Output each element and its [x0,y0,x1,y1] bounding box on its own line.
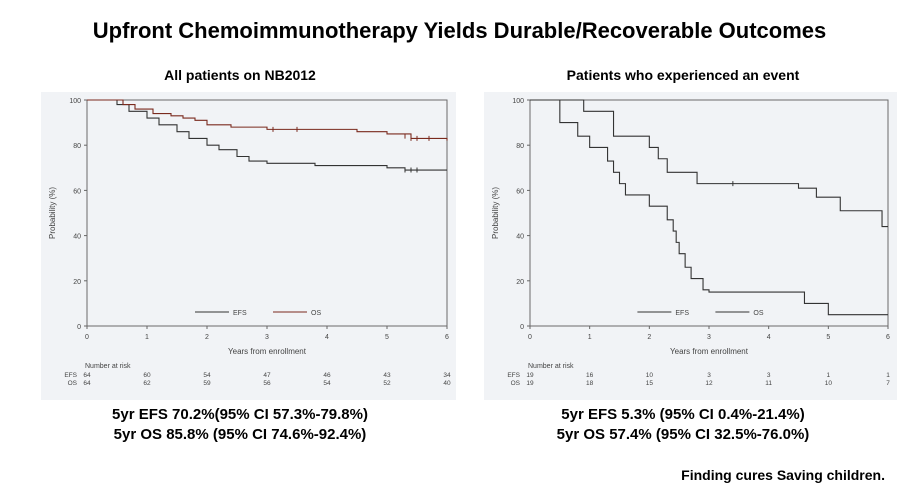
x-tick-label: 2 [205,334,209,341]
chart-title-left: All patients on NB2012 [164,67,316,83]
legend-label-efs: EFS [233,310,247,317]
risk-value: 11 [765,380,772,387]
y-tick-label: 40 [516,234,524,241]
series-line-efs [87,99,447,171]
risk-value: 54 [203,372,211,379]
y-axis-label: Probability (%) [48,187,57,239]
risk-row-label: OS [511,380,521,387]
x-tick-label: 0 [528,334,532,341]
risk-row-label: EFS [507,372,520,379]
risk-value: 19 [526,372,534,379]
x-tick-label: 5 [385,334,389,341]
risk-value: 12 [705,380,713,387]
chart-background [484,92,897,400]
risk-table-header: Number at risk [85,363,131,370]
risk-value: 59 [203,380,211,387]
series-line-efs [530,99,888,316]
x-tick-label: 0 [85,334,89,341]
chart-title-right: Patients who experienced an event [566,67,800,83]
x-tick-label: 6 [445,334,449,341]
x-tick-label: 2 [647,334,651,341]
risk-value: 3 [707,372,711,379]
y-tick-label: 100 [512,98,524,105]
summary-os-left: 5yr OS 85.8% (95% CI 74.6%-92.4%) [113,426,367,443]
y-tick-label: 60 [516,188,524,195]
x-tick-label: 6 [886,334,890,341]
x-tick-label: 4 [325,334,329,341]
y-tick-label: 20 [73,279,81,286]
y-axis-label: Probability (%) [491,187,500,239]
y-tick-label: 100 [69,98,81,105]
y-tick-label: 20 [516,279,524,286]
x-tick-label: 1 [145,334,149,341]
legend-label-efs: EFS [675,310,689,317]
risk-value: 54 [323,380,331,387]
series-line-os [530,99,888,228]
summary-efs-left: 5yr EFS 70.2%(95% CI 57.3%-79.8%) [112,406,368,423]
risk-value: 19 [526,380,534,387]
risk-value: 10 [825,380,833,387]
risk-value: 18 [586,380,594,387]
chart-background [41,92,456,400]
summary-os-right: 5yr OS 57.4% (95% CI 32.5%-76.0%) [556,426,810,443]
legend-label-os: OS [753,310,763,317]
risk-value: 62 [143,380,151,387]
risk-value: 3 [767,372,771,379]
risk-row-label: OS [68,380,78,387]
risk-value: 46 [323,372,331,379]
risk-row-label: EFS [64,372,77,379]
summary-left: 5yr EFS 70.2%(95% CI 57.3%-79.8%) 5yr OS… [40,405,440,445]
x-tick-label: 4 [767,334,771,341]
y-tick-label: 80 [73,143,81,150]
slide-title: Upfront Chemoimmunotherapy Yields Durabl… [92,18,827,43]
risk-value: 1 [886,372,890,379]
risk-value: 10 [646,372,654,379]
y-tick-label: 40 [73,234,81,241]
y-tick-label: 0 [520,324,524,331]
risk-value: 1 [827,372,831,379]
risk-value: 60 [143,372,151,379]
x-tick-label: 3 [265,334,269,341]
risk-value: 64 [83,372,91,379]
risk-value: 34 [443,372,451,379]
x-axis-label: Years from enrollment [228,347,307,356]
risk-value: 16 [586,372,594,379]
risk-value: 7 [886,380,890,387]
y-tick-label: 0 [77,324,81,331]
x-tick-label: 5 [826,334,830,341]
risk-value: 40 [443,380,451,387]
x-tick-label: 3 [707,334,711,341]
risk-value: 64 [83,380,91,387]
x-tick-label: 1 [588,334,592,341]
y-tick-label: 80 [516,143,524,150]
risk-value: 52 [383,380,391,387]
risk-table-header: Number at risk [528,363,574,370]
risk-value: 15 [646,380,654,387]
y-tick-label: 60 [73,188,81,195]
summary-efs-right: 5yr EFS 5.3% (95% CI 0.4%-21.4%) [561,406,805,423]
risk-value: 43 [383,372,391,379]
risk-value: 47 [263,372,271,379]
legend-label-os: OS [311,310,321,317]
footer-tagline: Finding cures Saving children. [681,467,885,483]
x-axis-label: Years from enrollment [670,347,749,356]
summary-right: 5yr EFS 5.3% (95% CI 0.4%-21.4%) 5yr OS … [483,405,883,445]
series-line-os [87,99,448,141]
risk-value: 56 [263,380,271,387]
